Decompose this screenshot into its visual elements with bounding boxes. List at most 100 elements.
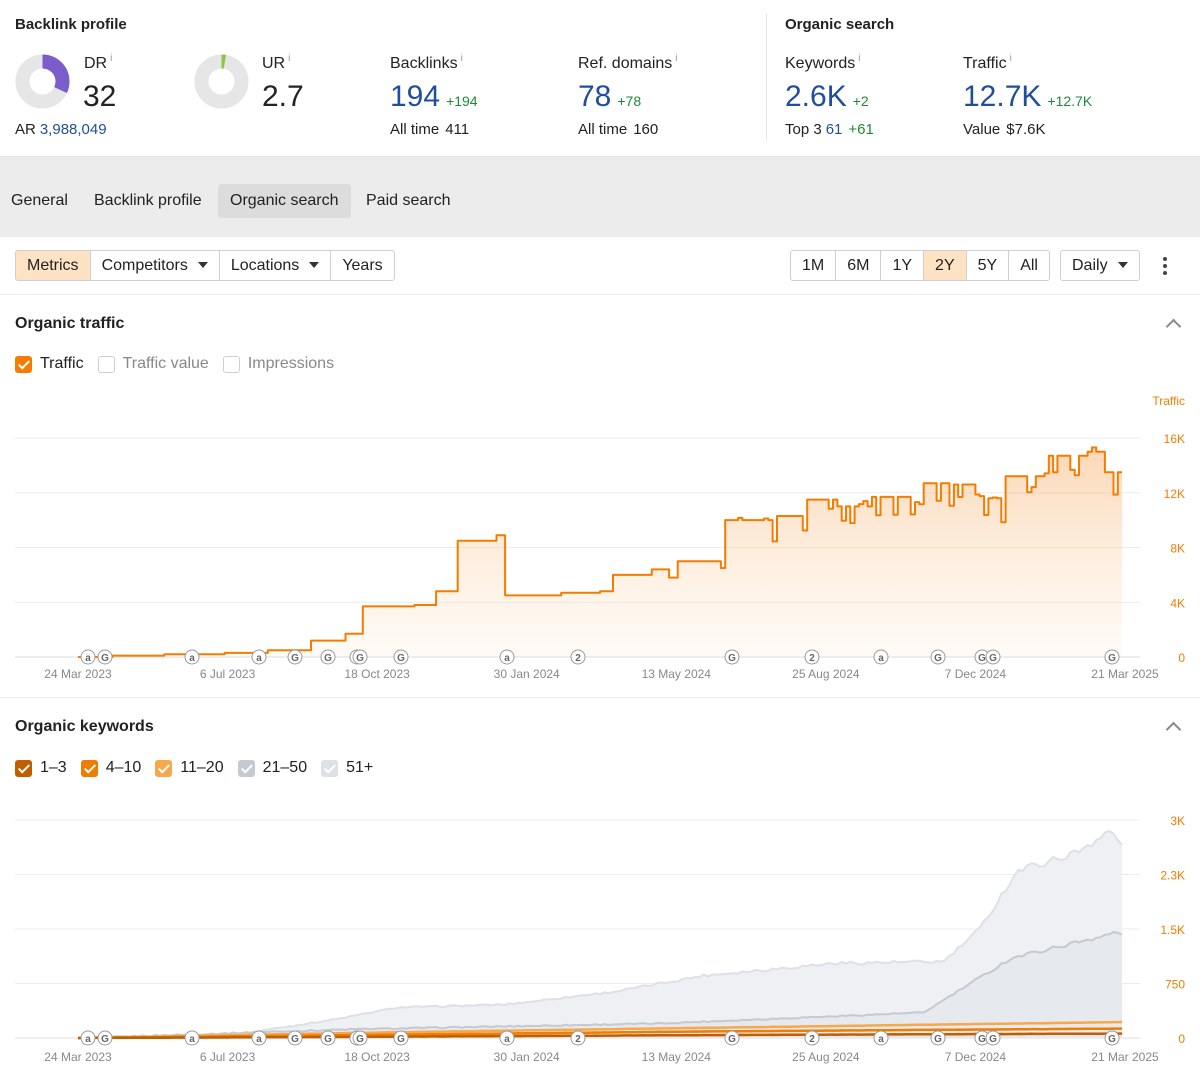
view-selector: Metrics Competitors Locations Years (15, 250, 395, 281)
legend-pos-4-10[interactable]: 4–10 (80, 759, 141, 777)
competitors-dropdown[interactable]: Competitors (91, 251, 220, 280)
range-all[interactable]: All (1020, 257, 1038, 274)
google-update-marker-icon: G (1104, 649, 1120, 665)
keywords-info-icon[interactable]: i (858, 53, 861, 64)
x-tick-label: 6 Jul 2023 (200, 1050, 256, 1064)
checkbox-checked-icon[interactable] (155, 759, 173, 777)
years-button[interactable]: Years (342, 257, 383, 274)
legend-impressions[interactable]: Impressions (222, 355, 334, 373)
y-tick-label: 8K (1170, 542, 1185, 556)
dr-label[interactable]: DR i (84, 53, 113, 72)
ref-domains-label[interactable]: Ref. domains i (578, 53, 678, 72)
tab-general[interactable]: General (11, 192, 68, 209)
ref-domains-value[interactable]: 78 +78 (578, 80, 642, 113)
section-tabs: General Backlink profile Organic search … (0, 157, 1200, 237)
ar-value-link[interactable]: 3,988,049 (39, 121, 107, 138)
legend-traffic-value[interactable]: Traffic value (97, 355, 209, 373)
dr-donut-chart (15, 54, 70, 109)
checkbox-checked-icon[interactable] (15, 355, 32, 373)
traffic-label[interactable]: Traffic i (963, 53, 1012, 72)
google-update-marker-icon: G (930, 649, 946, 665)
backlinks-info-icon[interactable]: i (460, 53, 463, 64)
ur-info-icon[interactable]: i (288, 53, 291, 64)
google-update-marker-icon: G (985, 1030, 1001, 1046)
checkbox-checked-icon[interactable] (237, 759, 255, 777)
traffic-line (78, 446, 1123, 658)
legend-pos-11-20[interactable]: 11–20 (155, 759, 224, 777)
svg-text:G: G (989, 653, 997, 664)
svg-text:G: G (324, 653, 332, 664)
metrics-button[interactable]: Metrics (16, 251, 91, 280)
range-1y[interactable]: 1Y (881, 251, 925, 280)
y-tick-label: 0 (1178, 1032, 1185, 1046)
svg-text:2: 2 (809, 1034, 815, 1045)
svg-text:G: G (978, 1034, 986, 1045)
svg-text:G: G (989, 1034, 997, 1045)
google-update-marker-icon: G (97, 649, 113, 665)
svg-text:G: G (397, 1034, 405, 1045)
collapse-keywords-chevron-icon[interactable] (1166, 719, 1180, 733)
top3-value-link[interactable]: 61 (825, 121, 843, 138)
annotation-count-marker-icon: 2 (570, 1030, 586, 1046)
interval-dropdown[interactable]: Daily (1060, 250, 1140, 281)
organic-keywords-chart[interactable]: 0 750 1.5K 2.3K 3K 24 Mar 2023 6 Jul 2023 18 Oc… (0, 790, 1200, 1075)
svg-text:G: G (934, 653, 942, 664)
backlinks-value[interactable]: 194 +194 (390, 80, 478, 113)
legend-pos-51-plus[interactable]: 51+ (321, 759, 373, 777)
tab-paid-search[interactable]: Paid search (366, 192, 451, 209)
checkbox-empty-icon[interactable] (222, 355, 240, 373)
keywords-value[interactable]: 2.6K +2 (785, 80, 869, 113)
svg-text:G: G (101, 1034, 109, 1045)
collapse-traffic-chevron-icon[interactable] (1166, 316, 1180, 330)
ahrefs-update-marker-icon: a (184, 649, 200, 665)
keywords-area-4 (78, 831, 1123, 1038)
legend-traffic[interactable]: Traffic (15, 355, 84, 373)
svg-text:a: a (878, 1034, 884, 1045)
keywords-area-3 (78, 932, 1123, 1038)
tab-backlink-profile[interactable]: Backlink profile (94, 192, 202, 209)
legend-pos-1-3[interactable]: 1–3 (15, 759, 67, 777)
y-tick-label: 1.5K (1160, 923, 1185, 937)
more-options-icon[interactable] (1158, 256, 1172, 276)
svg-text:G: G (101, 653, 109, 664)
svg-text:G: G (1108, 653, 1116, 664)
y-tick-label: 3K (1170, 814, 1185, 828)
checkbox-checked-icon[interactable] (15, 759, 32, 777)
stats-header: Backlink profile Organic search DR i 32 A… (0, 0, 1200, 157)
x-tick-label: 21 Mar 2025 (1091, 1050, 1159, 1064)
google-update-marker-icon: G (930, 1030, 946, 1046)
traffic-delta: +12.7K (1047, 93, 1093, 109)
backlinks-label[interactable]: Backlinks i (390, 53, 463, 72)
ref-domains-info-icon[interactable]: i (675, 53, 678, 64)
locations-dropdown[interactable]: Locations (220, 251, 332, 280)
keywords-label[interactable]: Keywords i (785, 53, 861, 72)
range-6m[interactable]: 6M (836, 251, 882, 280)
traffic-area (78, 447, 1123, 657)
legend-pos-21-50[interactable]: 21–50 (237, 759, 307, 777)
tab-organic-search[interactable]: Organic search (218, 184, 351, 218)
dr-info-icon[interactable]: i (110, 53, 113, 64)
organic-keywords-title: Organic keywords (15, 718, 154, 735)
backlinks-delta: +194 (446, 93, 478, 109)
traffic-info-icon[interactable]: i (1009, 53, 1012, 64)
top3-delta: +61 (848, 121, 874, 138)
traffic-value-row: Value $7.6K (963, 121, 1046, 138)
organic-traffic-chart[interactable]: Traffic 0 4K 8K 12K 16K 24 Mar 2023 6 Jul 2023 1… (0, 385, 1200, 685)
checkbox-checked-icon[interactable] (80, 759, 98, 777)
checkbox-empty-icon[interactable] (97, 355, 115, 373)
keywords-line-3 (77, 931, 1123, 1040)
chevron-down-icon (1117, 262, 1128, 268)
range-1m[interactable]: 1M (791, 251, 837, 280)
ref-domains-delta: +78 (617, 93, 642, 109)
range-5y[interactable]: 5Y (967, 251, 1010, 280)
range-2y[interactable]: 2Y (924, 251, 967, 280)
ur-label[interactable]: UR i (262, 53, 291, 72)
ahrefs-update-marker-icon: a (80, 649, 96, 665)
x-tick-label: 18 Oct 2023 (344, 667, 410, 681)
checkbox-checked-icon[interactable] (321, 759, 339, 777)
keywords-line-2 (78, 1020, 1123, 1040)
annotation-count-marker-icon: 2 (804, 1030, 820, 1046)
svg-text:G: G (728, 653, 736, 664)
traffic-value[interactable]: 12.7K +12.7K (963, 80, 1093, 113)
ar-row: AR 3,988,049 (15, 121, 107, 138)
